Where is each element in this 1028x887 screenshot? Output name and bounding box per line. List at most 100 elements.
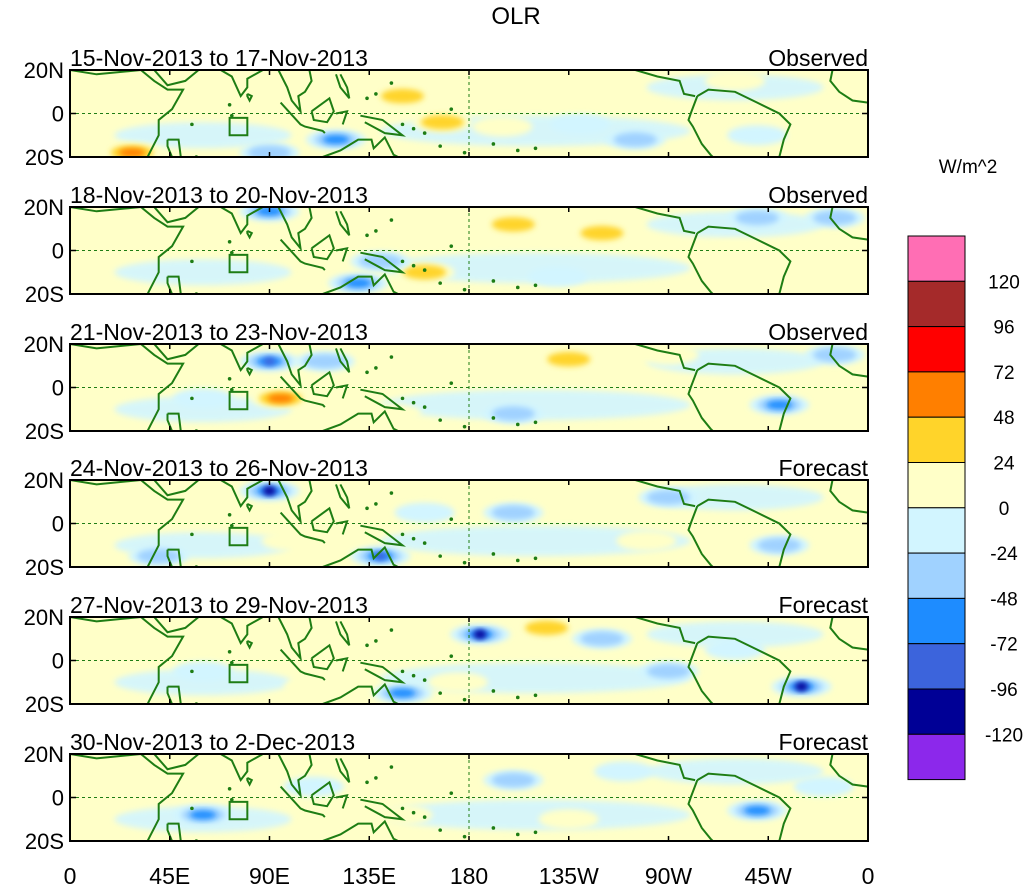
colorbar-swatch — [907, 462, 966, 509]
island — [462, 560, 467, 565]
coastline — [220, 480, 264, 509]
coastline — [310, 370, 335, 398]
y-tick-label: 20N — [24, 58, 64, 83]
anomaly-contour — [173, 661, 233, 682]
coastline — [70, 617, 185, 704]
anomaly-contour — [247, 145, 292, 157]
island — [491, 826, 496, 830]
island — [462, 150, 467, 155]
island — [190, 396, 194, 401]
coastline — [335, 73, 351, 99]
coastline — [335, 519, 349, 535]
island — [515, 148, 520, 153]
panel-period: 21-Nov-2013 to 23-Nov-2013 — [70, 319, 368, 345]
coastline — [279, 101, 326, 134]
colorbar-label: 96 — [993, 318, 1014, 339]
x-tick-label: 0 — [862, 863, 875, 887]
island — [491, 552, 496, 556]
anomaly-contour — [217, 229, 278, 250]
x-tick-label: 90E — [249, 863, 290, 887]
y-tick-label: 20S — [25, 555, 64, 580]
y-tick-label: 0 — [52, 239, 64, 264]
coastline — [70, 70, 185, 157]
coastline — [246, 640, 254, 650]
coastline — [322, 819, 399, 841]
colorbar-label: -120 — [985, 725, 1023, 746]
coastline — [635, 754, 696, 782]
coastline — [322, 135, 399, 157]
island — [389, 628, 394, 632]
panel-period: 24-Nov-2013 to 26-Nov-2013 — [70, 455, 368, 481]
island — [533, 556, 538, 561]
coastline — [687, 642, 714, 704]
island — [422, 678, 427, 682]
coastline — [166, 548, 182, 567]
colorbar-label: 0 — [999, 499, 1010, 520]
coastline — [220, 207, 264, 236]
colorbar-swatch — [907, 235, 966, 282]
anomaly-contour — [137, 548, 181, 564]
island — [515, 558, 520, 563]
island — [227, 650, 232, 654]
island — [365, 96, 369, 101]
x-tick-label: 180 — [450, 863, 488, 887]
coastline — [220, 344, 264, 373]
coastline — [829, 617, 868, 651]
anomaly-contour — [294, 257, 355, 278]
island — [365, 233, 369, 238]
island — [449, 244, 454, 248]
island — [491, 279, 496, 283]
anomaly-contour — [813, 347, 857, 363]
map-panel: 20N 0 20S 18-Nov-2013 to 20-Nov-2013 Observe… — [24, 182, 869, 307]
island — [190, 259, 194, 264]
anomaly-contour — [267, 393, 294, 403]
anomaly-contour — [184, 487, 245, 508]
coastline — [279, 785, 326, 818]
panel-period: 15-Nov-2013 to 17-Nov-2013 — [70, 45, 368, 71]
anomaly-contour — [538, 809, 599, 830]
island — [438, 144, 442, 148]
y-tick-label: 0 — [52, 512, 64, 537]
coastline — [335, 757, 351, 783]
coastline — [310, 643, 335, 671]
anomaly-band — [380, 389, 691, 421]
anomaly-contour — [705, 240, 765, 261]
coastline — [829, 754, 868, 788]
coastline — [277, 754, 313, 799]
anomaly-contour — [472, 480, 533, 501]
anomaly-contour — [263, 357, 276, 366]
colorbar-label: -48 — [990, 589, 1017, 610]
map-panel: 20N 0 20S 21-Nov-2013 to 23-Nov-2013 Observe… — [24, 319, 869, 444]
panel-kind: Observed — [768, 319, 868, 345]
colorbar-label: -72 — [990, 635, 1017, 656]
island — [491, 689, 496, 693]
island — [462, 424, 467, 429]
coastline — [310, 780, 335, 808]
island — [491, 416, 496, 420]
coastline — [360, 251, 407, 274]
coastline — [360, 114, 407, 137]
island — [449, 791, 454, 795]
coastline — [246, 367, 254, 377]
island — [365, 506, 369, 511]
island — [449, 107, 454, 111]
island — [400, 259, 405, 264]
island — [491, 142, 496, 146]
coastline — [166, 685, 182, 704]
anomaly-contour — [491, 505, 535, 520]
colorbar-swatch — [907, 643, 966, 690]
anomaly-contour — [380, 88, 425, 104]
anomaly-band — [380, 799, 691, 831]
anomaly-contour — [389, 688, 416, 698]
island — [230, 250, 234, 255]
coastline — [246, 777, 254, 787]
coastline — [277, 480, 313, 525]
y-tick-label: 20S — [25, 692, 64, 717]
coastline — [70, 754, 185, 841]
coastline — [335, 383, 349, 399]
coastline — [277, 70, 313, 115]
index-box — [228, 663, 249, 684]
island — [422, 131, 427, 135]
coastline — [635, 207, 696, 235]
x-tick-label: 135W — [539, 863, 599, 887]
